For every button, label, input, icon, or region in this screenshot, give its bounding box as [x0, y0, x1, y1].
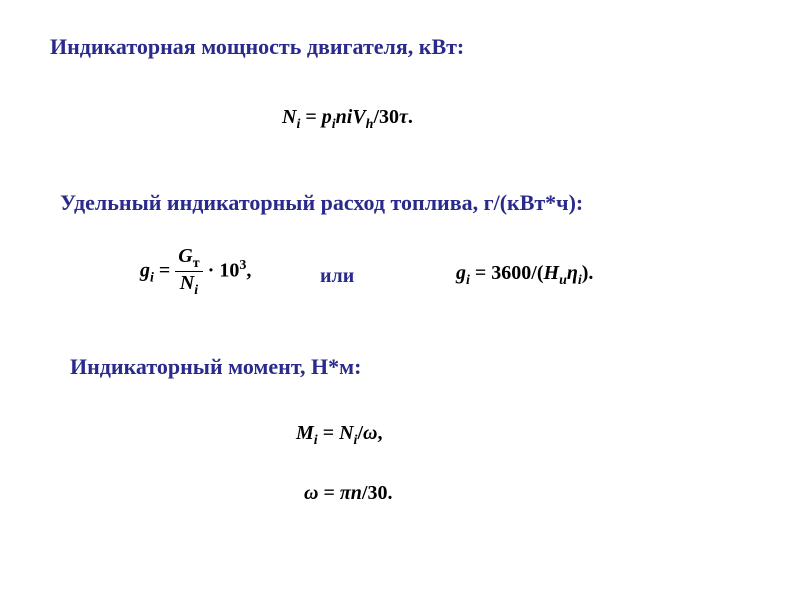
var-omega: ω — [363, 422, 377, 444]
formula-specific-fuel-b: gi = 3600/(Huηi). — [456, 262, 593, 289]
comma3: , — [377, 422, 382, 444]
period: . — [408, 106, 413, 128]
equals3: = — [475, 262, 491, 284]
or-label: или — [320, 265, 354, 288]
fraction: Gт Ni — [175, 245, 202, 299]
formula-indicator-torque: Mi = Ni/ω, — [296, 422, 382, 449]
var-pi: π — [340, 482, 351, 504]
den-N: N — [180, 272, 194, 294]
var-n: n — [336, 106, 347, 128]
var-tau: τ — [399, 106, 408, 128]
equals5: = — [323, 482, 339, 504]
sub-i: i — [296, 117, 300, 132]
sub-gi2: i — [466, 273, 470, 288]
var-H: H — [544, 262, 560, 284]
sub-Mi: i — [314, 433, 318, 448]
comma2a: , — [246, 259, 251, 281]
var-p: p — [322, 106, 332, 128]
var-eta: η — [567, 262, 578, 284]
equals: = — [305, 106, 321, 128]
den-sub: i — [194, 283, 198, 298]
var-g2: g — [456, 262, 466, 284]
cdot: · — [208, 259, 220, 281]
var-omega2: ω — [304, 482, 318, 504]
heading-indicator-torque: Индикаторный момент, Н*м: — [70, 354, 361, 380]
sub-u: u — [559, 273, 567, 288]
equals4: = — [323, 422, 339, 444]
equals2: = — [159, 259, 175, 281]
var-N: N — [282, 106, 296, 128]
const30b: 30 — [367, 482, 387, 504]
const3600: 3600 — [491, 262, 531, 284]
sub-gi: i — [150, 270, 154, 285]
var-N2: N — [339, 422, 353, 444]
base10: 10 — [219, 259, 239, 281]
period2: . — [588, 262, 593, 284]
var-V: V — [352, 106, 365, 128]
formula-specific-fuel-a: gi = Gт Ni · 103, — [140, 245, 251, 299]
heading-indicator-power: Индикаторная мощность двигателя, кВт: — [50, 34, 464, 60]
var-n2: n — [351, 482, 362, 504]
num-G: G — [178, 245, 192, 267]
var-M: M — [296, 422, 314, 444]
heading-specific-fuel: Удельный индикаторный расход топлива, г/… — [60, 190, 583, 216]
formula-indicator-power: Ni = piniVh/30τ. — [282, 106, 413, 133]
num-sub: т — [193, 256, 200, 271]
period4: . — [387, 482, 392, 504]
slash2: /( — [531, 262, 543, 284]
var-g: g — [140, 259, 150, 281]
formula-omega: ω = πn/30. — [304, 482, 392, 505]
const-30: 30 — [379, 106, 399, 128]
